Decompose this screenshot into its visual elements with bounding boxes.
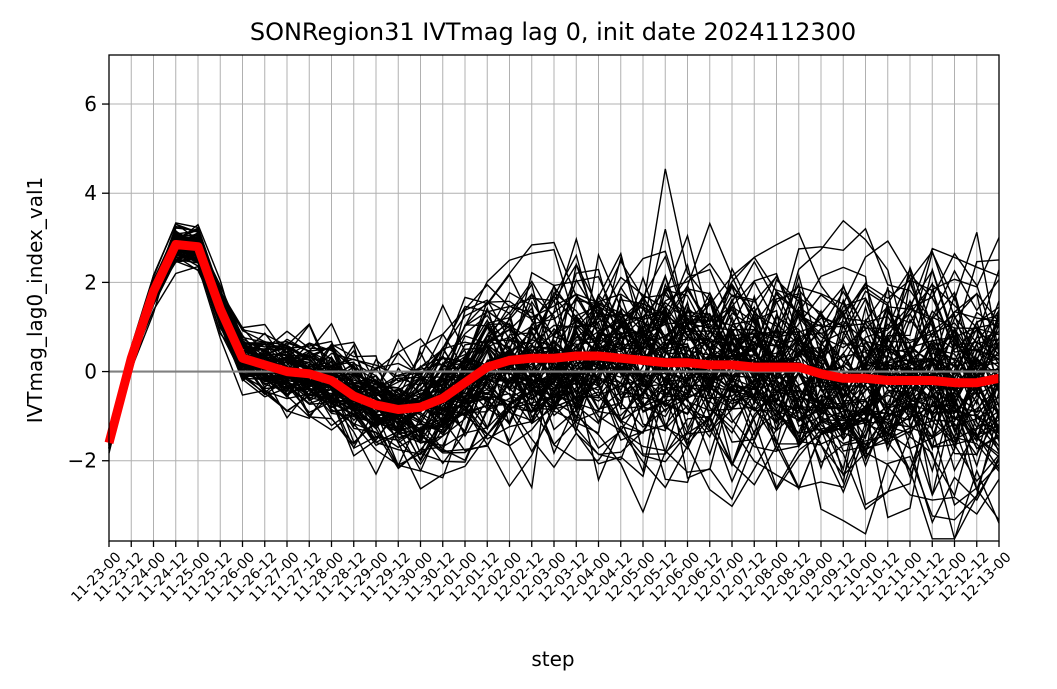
ensemble-member-line (108, 230, 1000, 436)
ensemble-member-line (108, 237, 1000, 466)
y-tick-label: 2 (84, 270, 97, 294)
y-tick-label: 4 (84, 181, 97, 205)
y-axis-label: IVTmag_lag0_index_val1 (23, 177, 47, 424)
y-axis: −2 0 2 4 6 (68, 92, 109, 473)
ensemble-mean-line (104, 240, 1000, 445)
ensemble-member-line (108, 244, 1000, 450)
y-tick-label: 0 (84, 360, 97, 384)
ensemble-member-line (108, 241, 1000, 477)
ensemble-member-line (108, 227, 1000, 440)
chart-title: SONRegion31 IVTmag lag 0, init date 2024… (250, 18, 856, 46)
mean-line-group (104, 240, 1000, 445)
ensemble-member-line (108, 235, 1000, 468)
x-axis-label: step (531, 647, 574, 671)
x-axis: 11-23-0011-23-1211-24-0011-24-1211-25-00… (68, 541, 1015, 606)
ensemble-member-line (108, 237, 1000, 444)
y-tick-label: 6 (84, 92, 97, 116)
ensemble-member-line (108, 241, 1000, 446)
ensemble-member-line (108, 222, 1000, 444)
ensemble-member-line (108, 251, 1000, 473)
y-tick-label: −2 (68, 449, 97, 473)
ensemble-member-line (108, 238, 1000, 441)
ensemble-member-line (108, 243, 1000, 488)
